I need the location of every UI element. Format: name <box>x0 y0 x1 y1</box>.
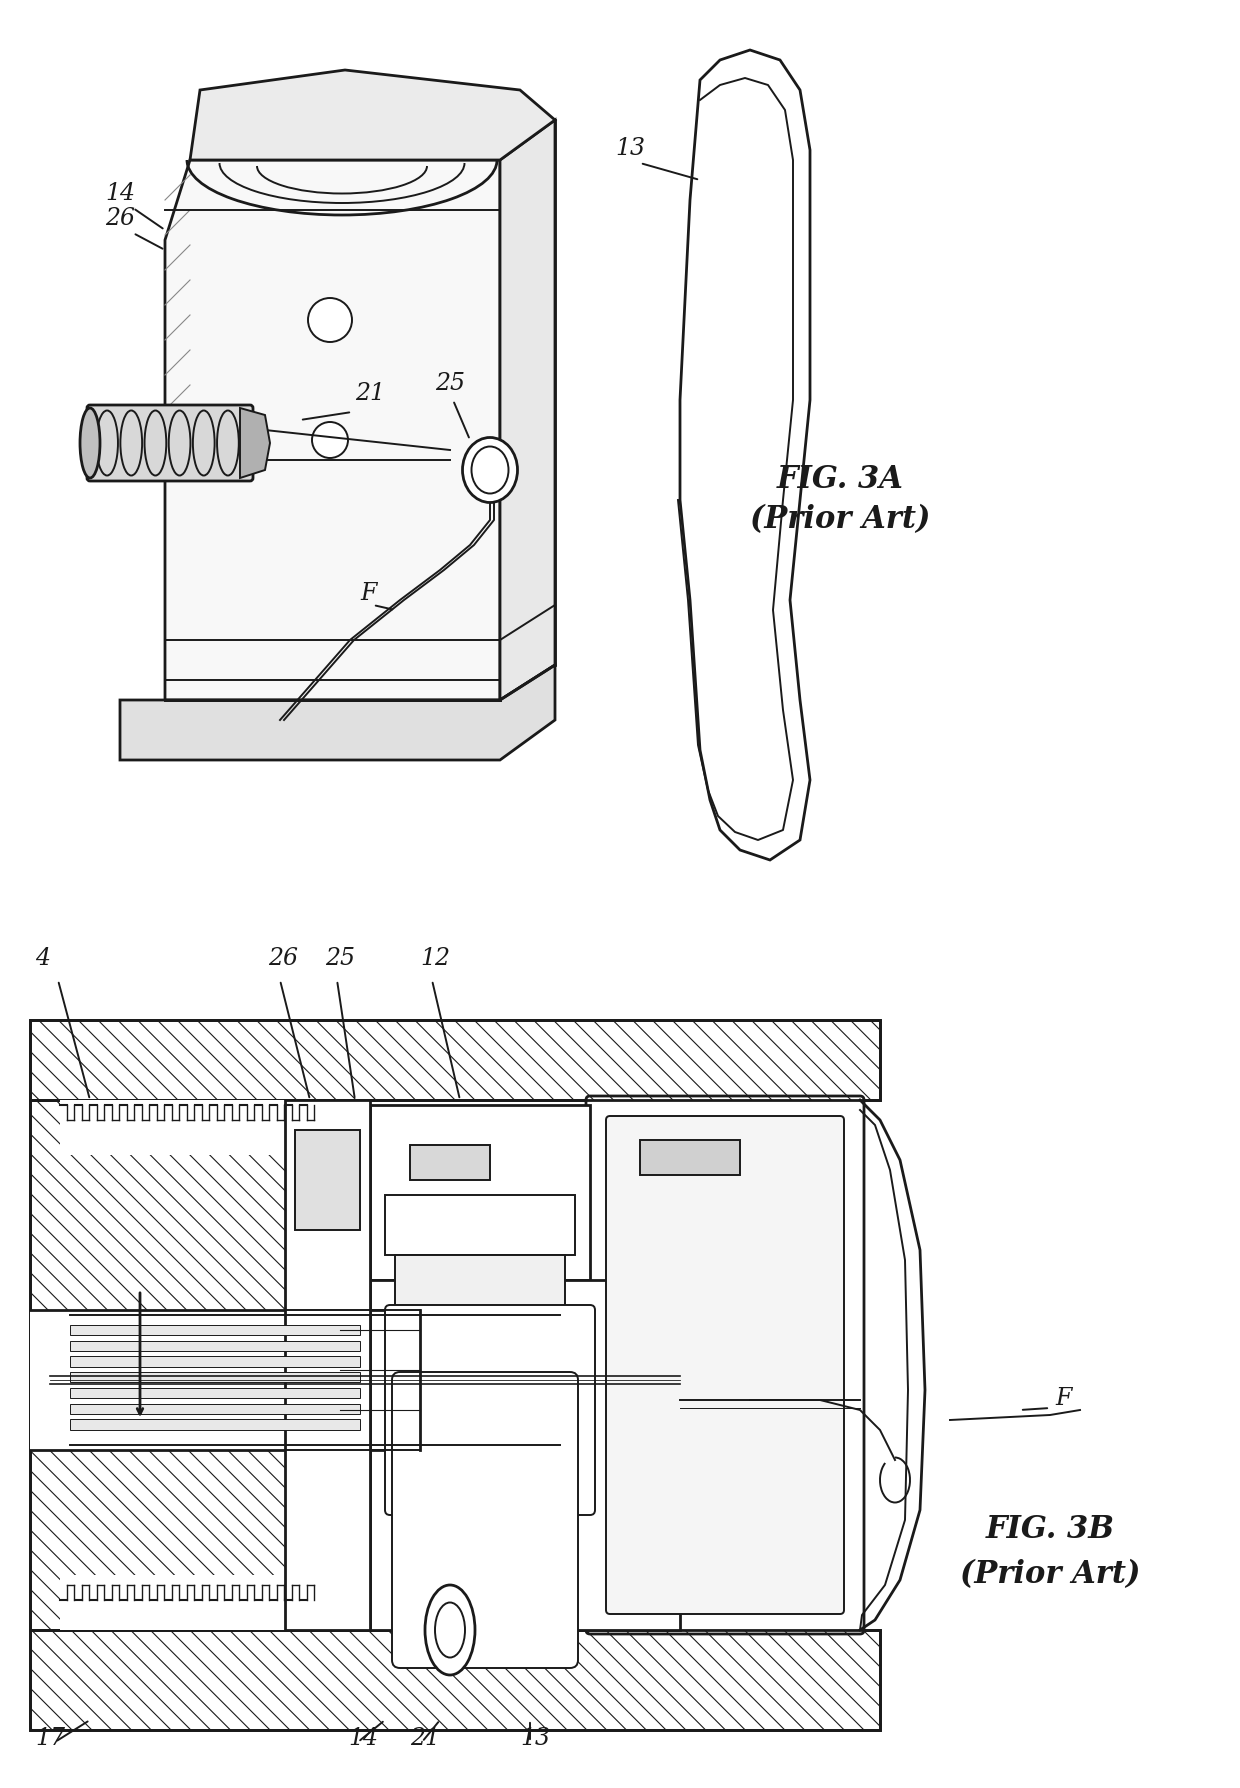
Polygon shape <box>120 665 556 760</box>
Bar <box>30 1019 880 1100</box>
Text: 26: 26 <box>105 207 135 231</box>
Text: F: F <box>1055 1387 1071 1411</box>
Polygon shape <box>500 120 556 699</box>
FancyBboxPatch shape <box>392 1371 578 1668</box>
Text: 21: 21 <box>355 383 384 406</box>
Bar <box>285 1100 370 1631</box>
Bar <box>60 1100 320 1155</box>
Bar <box>295 1130 360 1230</box>
Text: 17: 17 <box>35 1727 64 1750</box>
Text: F: F <box>360 583 377 604</box>
Bar <box>370 1280 680 1631</box>
Bar <box>69 1357 360 1366</box>
Bar <box>396 1255 565 1375</box>
Ellipse shape <box>471 447 508 493</box>
Text: 25: 25 <box>435 372 465 395</box>
Bar <box>69 1325 360 1336</box>
Bar <box>410 1144 490 1180</box>
Text: 21: 21 <box>410 1727 440 1750</box>
Bar <box>69 1387 360 1398</box>
Bar <box>640 1141 740 1175</box>
Bar <box>30 1100 340 1631</box>
Bar <box>69 1420 360 1429</box>
Bar <box>60 1575 320 1631</box>
Text: 14: 14 <box>348 1727 378 1750</box>
Text: 12: 12 <box>420 948 450 971</box>
Text: 26: 26 <box>268 948 298 971</box>
Ellipse shape <box>425 1584 475 1675</box>
FancyBboxPatch shape <box>587 1096 864 1634</box>
Polygon shape <box>30 1019 880 1100</box>
Bar <box>30 1311 420 1450</box>
Bar <box>384 1194 575 1255</box>
Text: 13: 13 <box>520 1727 551 1750</box>
FancyBboxPatch shape <box>606 1116 844 1615</box>
Polygon shape <box>30 1100 340 1631</box>
Text: 14: 14 <box>105 182 135 206</box>
Polygon shape <box>680 50 810 860</box>
Polygon shape <box>241 408 270 477</box>
Polygon shape <box>30 1631 880 1731</box>
FancyBboxPatch shape <box>384 1305 595 1514</box>
Polygon shape <box>165 159 500 699</box>
Bar <box>370 1105 590 1280</box>
Text: (Prior Art): (Prior Art) <box>750 504 930 535</box>
Ellipse shape <box>463 438 517 502</box>
Bar <box>69 1404 360 1414</box>
Polygon shape <box>190 70 556 159</box>
Ellipse shape <box>81 408 100 477</box>
Circle shape <box>308 299 352 342</box>
Bar <box>69 1341 360 1352</box>
Text: 13: 13 <box>615 138 645 159</box>
Ellipse shape <box>435 1602 465 1657</box>
Text: FIG. 3A: FIG. 3A <box>776 465 904 495</box>
Text: FIG. 3B: FIG. 3B <box>986 1514 1115 1545</box>
Text: 25: 25 <box>325 948 355 971</box>
Text: 4: 4 <box>35 948 50 971</box>
Bar <box>30 1631 880 1731</box>
Text: (Prior Art): (Prior Art) <box>960 1559 1141 1591</box>
FancyBboxPatch shape <box>87 406 253 481</box>
Bar <box>69 1371 360 1382</box>
Circle shape <box>312 422 348 458</box>
